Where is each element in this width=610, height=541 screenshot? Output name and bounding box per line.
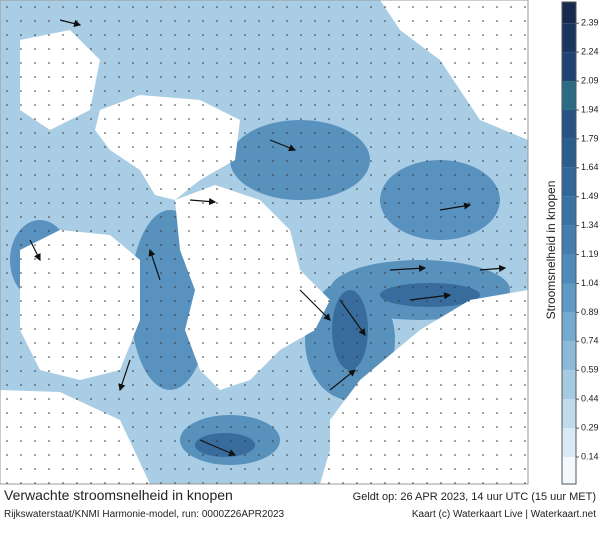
colorbar-tick-label: 0.44 [581, 394, 599, 404]
colorbar-band [562, 370, 576, 400]
colorbar-tick-label: 0.59 [581, 365, 599, 375]
colorbar-tick-label: 2.24 [581, 47, 599, 57]
colorbar-band [562, 109, 576, 139]
colorbar-band [562, 457, 576, 484]
colorbar-tick-label: 1.94 [581, 104, 599, 114]
colorbar-tick-label: 1.04 [581, 278, 599, 288]
colorbar-frame [561, 1, 577, 485]
colorbar-tick-label: 1.49 [581, 191, 599, 201]
map-frame [0, 0, 529, 485]
colorbar-tick-label: 1.79 [581, 133, 599, 143]
colorbar-band [562, 341, 576, 371]
source: Rijkswaterstaat/KNMI Harmonie-model, run… [4, 509, 285, 520]
colorbar-tick-label: 1.34 [581, 220, 599, 230]
colorbar-band [562, 428, 576, 458]
colorbar-band [562, 399, 576, 429]
colorbar-tick-label: 1.19 [581, 249, 599, 259]
colorbar-tick-label: 2.09 [581, 75, 599, 85]
colorbar-band [562, 225, 576, 255]
colorbar-tick-label: 0.14 [581, 451, 599, 461]
grid-dots [0, 0, 528, 484]
credit: Kaart (c) Waterkaart Live | Waterkaart.n… [412, 509, 596, 520]
colorbar: 0.14 0.29 0.44 0.59 0.74 0.89 1.04 1.19 1.34 1.49… [561, 1, 599, 485]
colorbar-band [562, 312, 576, 342]
map [0, 0, 528, 484]
colorbar-band [562, 81, 576, 110]
colorbar-band [562, 283, 576, 313]
map-title: Verwachte stroomsnelheid in knopen [4, 487, 233, 503]
colorbar-tick-label: 1.64 [581, 162, 599, 172]
colorbar-tick-label: 0.74 [581, 336, 599, 346]
current-arrows [29, 19, 507, 456]
colorbar-label: Stroomsnelheid in knopen [544, 181, 558, 320]
colorbar-band [562, 196, 576, 226]
colorbar-band [562, 52, 576, 82]
valid-time: Geldt op: 26 APR 2023, 14 uur UTC (15 uu… [353, 491, 596, 503]
colorbar-band [562, 254, 576, 284]
colorbar-band [562, 138, 576, 168]
colorbar-tick-label: 0.29 [581, 422, 599, 432]
colorbar-tick-label: 0.89 [581, 307, 599, 317]
colorbar-band [562, 2, 576, 24]
colorbar-tick-label: 2.39 [581, 18, 599, 28]
colorbar-band [562, 167, 576, 197]
colorbar-band [562, 23, 576, 53]
